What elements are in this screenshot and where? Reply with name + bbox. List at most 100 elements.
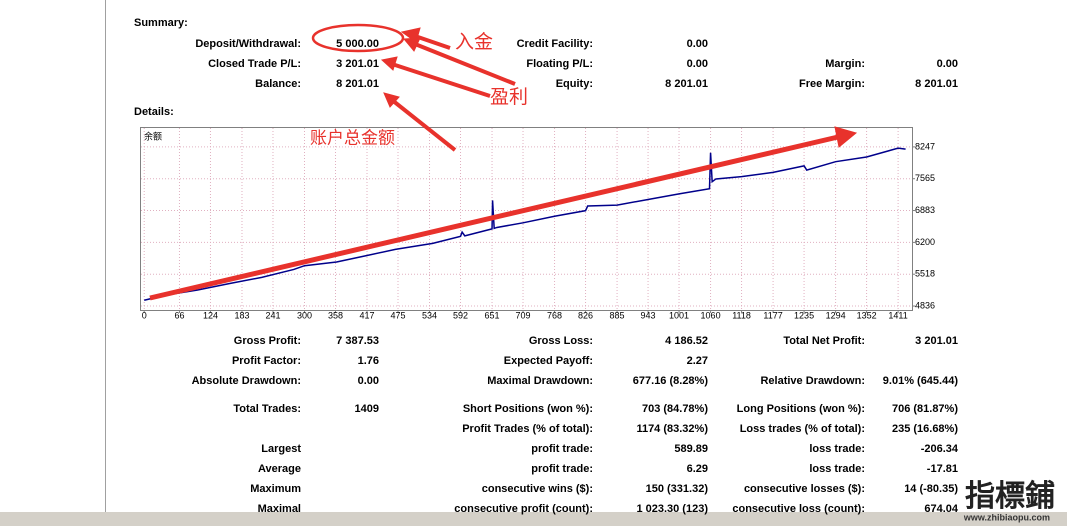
field-value: 14 (-80.35) — [904, 483, 958, 495]
field-label: Profit Trades (% of total): — [462, 423, 593, 435]
x-tick-label: 651 — [485, 310, 500, 320]
field-label: consecutive losses ($): — [744, 483, 865, 495]
field-value: 3 201.01 — [915, 335, 958, 347]
field-label: Balance: — [255, 78, 301, 90]
field-label: profit trade: — [531, 463, 593, 475]
x-tick-label: 943 — [641, 310, 656, 320]
arrow-head — [402, 37, 421, 52]
arrow-head — [383, 92, 400, 108]
field-label: Maximal Drawdown: — [487, 375, 593, 387]
field-label: Credit Facility: — [517, 38, 593, 50]
field-label: Loss trades (% of total): — [740, 423, 865, 435]
x-tick-label: 66 — [174, 310, 184, 320]
x-tick-label: 1411 — [888, 310, 907, 320]
x-tick-label: 534 — [422, 310, 437, 320]
arrow — [391, 62, 491, 98]
field-value: 150 (331.32) — [646, 483, 709, 495]
field-value: 235 (16.68%) — [892, 423, 958, 435]
summary-title: Summary: — [134, 17, 188, 29]
field-label: consecutive profit (count): — [454, 503, 593, 515]
details-title: Details: — [134, 106, 174, 118]
status-bar — [0, 512, 1067, 526]
field-label: Free Margin: — [799, 78, 865, 90]
field-label: Margin: — [825, 58, 865, 70]
field-label: Maximum — [250, 483, 301, 495]
arrow — [414, 34, 451, 50]
x-tick-label: 124 — [203, 310, 218, 320]
field-label: Long Positions (won %): — [737, 403, 865, 415]
x-tick-label: 1001 — [669, 310, 689, 320]
x-tick-label: 417 — [359, 310, 374, 320]
x-tick-label: 358 — [328, 310, 343, 320]
chart-frame — [140, 127, 913, 311]
field-value: 1174 (83.32%) — [636, 423, 708, 435]
y-tick-label: 4836 — [915, 300, 935, 310]
x-tick-label: 1118 — [732, 310, 751, 320]
highlight-ellipse — [311, 23, 405, 53]
field-label: Gross Profit: — [234, 335, 301, 347]
x-tick-label: 241 — [265, 310, 280, 320]
x-tick-label: 1177 — [763, 310, 782, 320]
arrow-head — [380, 56, 398, 71]
x-tick-label: 1235 — [794, 310, 814, 320]
x-tick-label: 885 — [610, 310, 625, 320]
chart-label: 余额 — [144, 130, 162, 141]
field-value: 0.00 — [687, 58, 708, 70]
x-tick-label: 475 — [390, 310, 405, 320]
y-tick-label: 8247 — [915, 141, 935, 151]
x-tick-label: 1352 — [857, 310, 877, 320]
field-value: 6.29 — [687, 463, 708, 475]
field-label: loss trade: — [809, 443, 865, 455]
arrows — [149, 27, 858, 301]
field-value: 4 186.52 — [665, 335, 708, 347]
x-tick-label: 768 — [547, 310, 562, 320]
balance-chart: 0 66 124 183 241 300 358 417 475 534 592 651 709 768 8… — [141, 128, 935, 320]
y-tick-label: 6883 — [915, 205, 935, 215]
field-value: -17.81 — [927, 463, 958, 475]
arrow-head — [834, 126, 858, 148]
field-label: Expected Payoff: — [504, 355, 593, 367]
field-label: Relative Drawdown: — [760, 375, 865, 387]
annotation: 入金 — [455, 31, 493, 53]
x-tick-label: 300 — [297, 310, 312, 320]
field-value: 0.00 — [358, 375, 379, 387]
field-label: Deposit/Withdrawal: — [195, 38, 301, 50]
y-tick-label: 5518 — [915, 269, 935, 279]
field-value: 1.76 — [358, 355, 379, 367]
field-value: 674.04 — [924, 503, 959, 515]
field-label: Profit Factor: — [232, 355, 301, 367]
field-value: 8 201.01 — [665, 78, 708, 90]
arrow — [390, 98, 457, 152]
annotation: 账户总金额 — [310, 128, 395, 147]
field-value: 0.00 — [687, 38, 708, 50]
watermark: 指標鋪 — [965, 479, 1055, 514]
watermark-url: www.zhibiaopu.com — [963, 512, 1050, 522]
field-label: Short Positions (won %): — [463, 403, 593, 415]
x-tick-label: 183 — [234, 310, 249, 320]
field-label: Gross Loss: — [529, 335, 593, 347]
field-label: Average — [258, 463, 301, 475]
field-value: 2.27 — [687, 355, 708, 367]
field-label: Total Trades: — [233, 403, 301, 415]
x-tick-label: 1060 — [701, 310, 721, 320]
field-value: 3 201.01 — [336, 58, 379, 70]
field-value: 1 023.30 (123) — [636, 503, 708, 515]
field-label: profit trade: — [531, 443, 593, 455]
y-tick-label: 7565 — [915, 173, 935, 183]
y-tick-label: 6200 — [915, 237, 935, 247]
field-label: Maximal — [258, 503, 301, 515]
x-tick-label: 592 — [453, 310, 468, 320]
x-tick-label: 709 — [516, 310, 531, 320]
field-label: Closed Trade P/L: — [208, 58, 301, 70]
field-label: Largest — [261, 443, 301, 455]
field-label: Total Net Profit: — [783, 335, 865, 347]
field-value: 1409 — [355, 403, 379, 415]
field-label: Floating P/L: — [526, 58, 593, 70]
field-value: 5 000.00 — [336, 38, 379, 50]
balance-line — [144, 147, 906, 301]
field-value: 9.01% (645.44) — [883, 375, 959, 387]
field-value: 0.00 — [937, 58, 958, 70]
field-label: loss trade: — [809, 463, 865, 475]
